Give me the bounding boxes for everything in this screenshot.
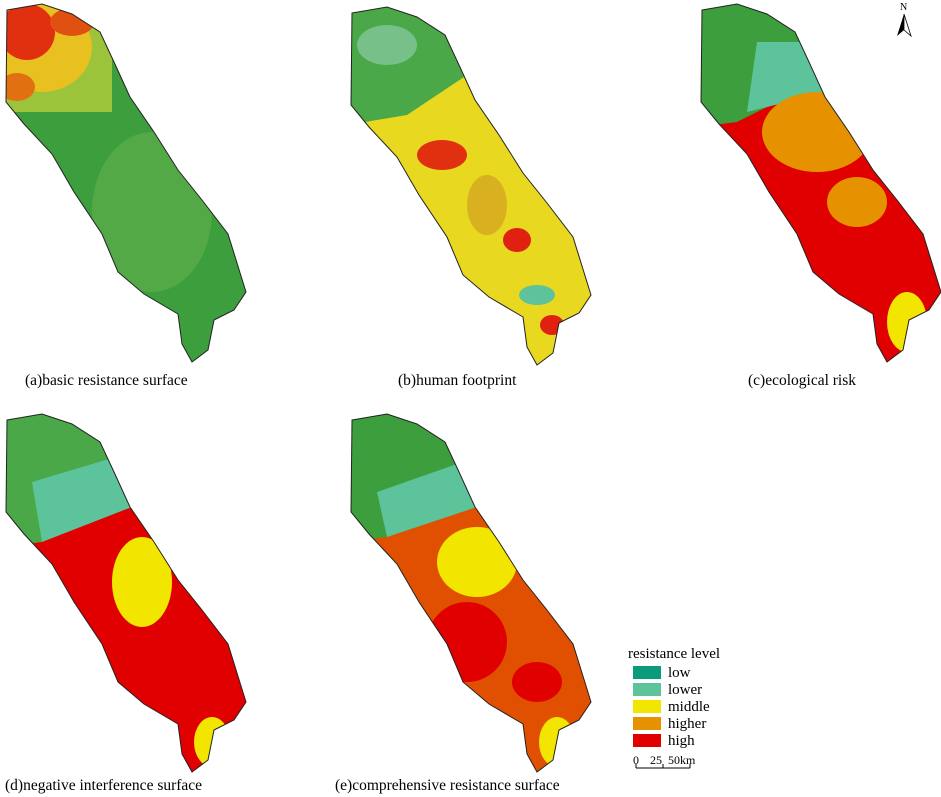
- legend-label: higher: [668, 716, 706, 732]
- scale-label: 25: [650, 753, 662, 767]
- map-panel: [350, 413, 592, 773]
- map-panel: [5, 3, 247, 363]
- map-panel: [5, 413, 247, 773]
- legend-swatch: [633, 700, 661, 713]
- legend: resistance level lowlowermiddlehigherhig…: [628, 646, 720, 749]
- scale-label: 0: [633, 753, 639, 767]
- legend-swatch: [633, 734, 661, 747]
- legend-label: lower: [668, 682, 702, 698]
- legend-label: middle: [668, 699, 710, 715]
- map-panel: [700, 3, 941, 363]
- scale-bar: 0 25 50km: [633, 753, 696, 769]
- legend-swatch: [633, 717, 661, 730]
- map-panel: [350, 6, 592, 366]
- legend-swatch: [633, 666, 661, 679]
- legend-label: high: [668, 733, 695, 749]
- north-arrow: N: [897, 2, 912, 38]
- legend-title: resistance level: [628, 646, 720, 662]
- panel-caption: (b)human footprint: [398, 372, 517, 389]
- north-label: N: [900, 2, 907, 13]
- panel-caption: (c)ecological risk: [748, 372, 856, 389]
- scale-label: 50km: [668, 753, 696, 767]
- panel-caption: (d)negative interference surface: [5, 777, 202, 794]
- panel-caption: (a)basic resistance surface: [25, 372, 188, 389]
- panel-caption: (e)comprehensive resistance surface: [335, 777, 560, 794]
- legend-swatch: [633, 683, 661, 696]
- legend-label: low: [668, 665, 691, 681]
